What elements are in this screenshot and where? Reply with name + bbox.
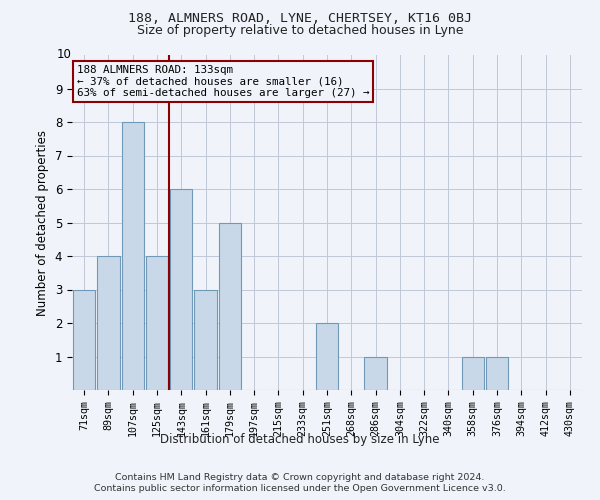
Text: Size of property relative to detached houses in Lyne: Size of property relative to detached ho… xyxy=(137,24,463,37)
Bar xyxy=(194,290,217,390)
Bar xyxy=(73,290,95,390)
Text: 188, ALMNERS ROAD, LYNE, CHERTSEY, KT16 0BJ: 188, ALMNERS ROAD, LYNE, CHERTSEY, KT16 … xyxy=(128,12,472,26)
Text: 188 ALMNERS ROAD: 133sqm
← 37% of detached houses are smaller (16)
63% of semi-d: 188 ALMNERS ROAD: 133sqm ← 37% of detach… xyxy=(77,65,370,98)
Bar xyxy=(97,256,119,390)
Bar xyxy=(461,356,484,390)
Bar xyxy=(316,323,338,390)
Bar xyxy=(364,356,387,390)
Text: Distribution of detached houses by size in Lyne: Distribution of detached houses by size … xyxy=(160,432,440,446)
Bar xyxy=(170,189,193,390)
Text: 10: 10 xyxy=(57,48,72,62)
Bar xyxy=(486,356,508,390)
Bar xyxy=(146,256,168,390)
Bar xyxy=(122,122,144,390)
Text: Contains HM Land Registry data © Crown copyright and database right 2024.: Contains HM Land Registry data © Crown c… xyxy=(115,472,485,482)
Text: Contains public sector information licensed under the Open Government Licence v3: Contains public sector information licen… xyxy=(94,484,506,493)
Y-axis label: Number of detached properties: Number of detached properties xyxy=(36,130,49,316)
Bar xyxy=(218,222,241,390)
